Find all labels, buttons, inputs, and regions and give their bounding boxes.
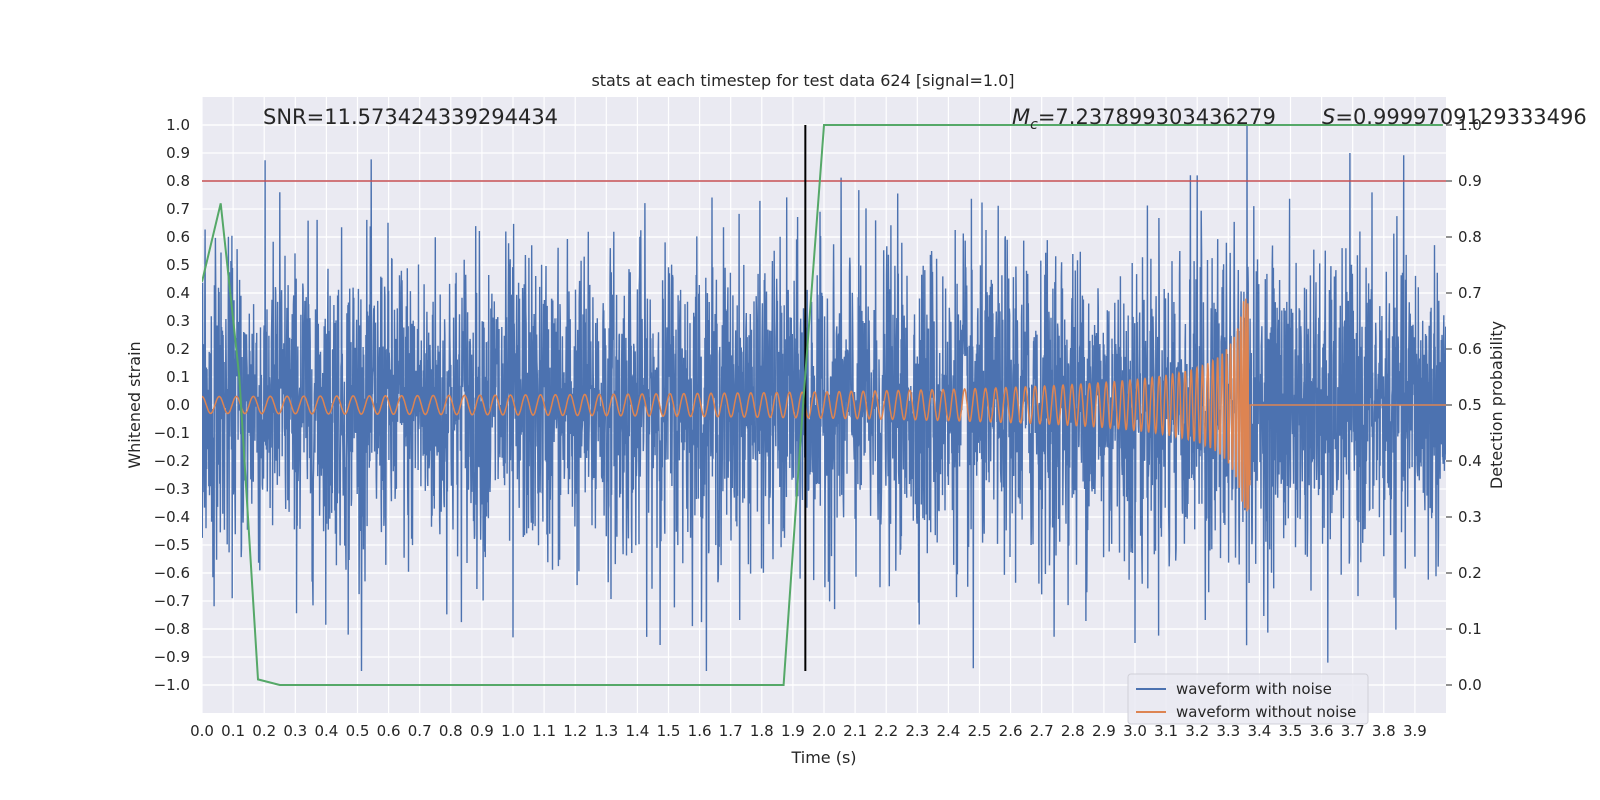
y2-tick-label: 0.4 [1458,452,1482,470]
x-tick-label: 1.7 [719,722,743,740]
x-tick-label: 2.6 [999,722,1023,740]
legend-box [1127,673,1369,725]
y-tick-label: 0.9 [166,144,190,162]
x-tick-label: 2.3 [905,722,929,740]
y-tick-label: 0.2 [166,340,190,358]
legend-entry-label: waveform with noise [1176,680,1332,698]
x-tick-label: 0.0 [190,722,214,740]
mc-value: =7.237899303436279 [1038,105,1276,129]
x-tick-label: 3.8 [1372,722,1396,740]
x-tick-label: 2.7 [1030,722,1054,740]
x-tick-label: 0.6 [377,722,401,740]
x-tick-label: 1.3 [594,722,618,740]
x-tick-label: 1.0 [501,722,525,740]
x-tick-label: 0.3 [283,722,307,740]
y2-axis-label: Detection probability [1487,321,1506,489]
x-tick-label: 1.5 [657,722,681,740]
y2-tick-label: 0.9 [1458,172,1482,190]
y2-tick-label: 0.0 [1458,676,1482,694]
x-tick-label: 3.1 [1154,722,1178,740]
x-tick-label: 3.0 [1123,722,1147,740]
x-tick-label: 3.4 [1247,722,1271,740]
y2-tick-label: 0.2 [1458,564,1482,582]
mc-symbol: M [1012,105,1030,129]
series-waveform-without-noise [202,298,1446,512]
snr-annotation: SNR=11.573424339294434 [263,105,558,129]
x-tick-label: 1.4 [625,722,649,740]
x-tick-label: 2.9 [1092,722,1116,740]
y-tick-label: −0.1 [154,424,190,442]
x-tick-label: 2.2 [874,722,898,740]
y-tick-label: 0.5 [166,256,190,274]
y2-tick-label: 0.6 [1458,340,1482,358]
x-tick-label: 1.1 [532,722,556,740]
x-tick-label: 1.8 [750,722,774,740]
x-tick-label: 2.0 [812,722,836,740]
x-tick-label: 0.9 [470,722,494,740]
y-tick-label: −0.6 [154,564,190,582]
y2-tick-label: 0.7 [1458,284,1482,302]
x-tick-label: 2.1 [843,722,867,740]
y-tick-label: 0.4 [166,284,190,302]
y-tick-label: −0.2 [154,452,190,470]
x-tick-label: 0.2 [252,722,276,740]
y-tick-label: 1.0 [166,116,190,134]
y-tick-label: 0.0 [166,396,190,414]
mc-subscript: c [1030,117,1038,133]
y2-tick-label: 1.0 [1458,116,1482,134]
s-symbol: S [1322,105,1335,129]
x-tick-labels: 0.0 0.1 0.2 0.3 0.4 0.5 0.6 0.7 0.8 0.9 1.0 1.1 1.2 1… [190,722,1427,740]
y-tick-label: 0.3 [166,312,190,330]
x-tick-label: 2.4 [936,722,960,740]
legend: waveform with noise waveform without nois… [1127,673,1369,725]
x-tick-label: 0.7 [408,722,432,740]
x-tick-label: 3.2 [1185,722,1209,740]
y-tick-label: −0.7 [154,592,190,610]
x-tick-label: 3.3 [1216,722,1240,740]
y-tick-label: −0.8 [154,620,190,638]
y-tick-label: −1.0 [154,676,190,694]
series-detection-probability [202,124,1443,686]
y2-tick-labels: 1.0 0.9 0.8 0.7 0.6 0.5 0.4 0.3 0.2 0.1 0.0 [1446,116,1482,694]
y-tick-label: −0.4 [154,508,190,526]
x-tick-label: 3.7 [1341,722,1365,740]
mc-annotation: Mc=7.237899303436279 [1012,105,1276,133]
x-tick-label: 0.1 [221,722,245,740]
x-tick-label: 3.6 [1310,722,1334,740]
x-tick-label: 3.5 [1279,722,1303,740]
y2-tick-label: 0.8 [1458,228,1482,246]
x-axis-label: Time (s) [790,748,856,767]
s-value: =0.9999709129333496 [1335,105,1586,129]
x-tick-label: 0.8 [439,722,463,740]
x-tick-label: 1.2 [563,722,587,740]
legend-entry-label: waveform without noise [1176,703,1356,721]
y2-tick-label: 0.5 [1458,396,1482,414]
x-tick-label: 0.5 [346,722,370,740]
y2-tick-label: 0.1 [1458,620,1482,638]
s-annotation: S=0.9999709129333496 [1322,105,1587,129]
y-axis-label: Whitened strain [125,341,144,468]
y-tick-label: 0.6 [166,228,190,246]
y-tick-label: 0.8 [166,172,190,190]
y-tick-label: 0.1 [166,368,190,386]
y-tick-label: −0.5 [154,536,190,554]
x-tick-label: 2.5 [968,722,992,740]
y-tick-labels: 1.0 0.9 0.8 0.7 0.6 0.5 0.4 0.3 0.2 0.1 0.0 −0.1 −0.… [154,116,190,694]
x-tick-label: 2.8 [1061,722,1085,740]
x-tick-label: 1.9 [781,722,805,740]
x-tick-label: 0.4 [314,722,338,740]
x-tick-label: 1.6 [688,722,712,740]
chart-title: stats at each timestep for test data 624… [591,71,1014,90]
y-tick-label: −0.9 [154,648,190,666]
x-tick-label: 3.9 [1403,722,1427,740]
y2-tick-label: 0.3 [1458,508,1482,526]
y-tick-label: −0.3 [154,480,190,498]
y-tick-label: 0.7 [166,200,190,218]
